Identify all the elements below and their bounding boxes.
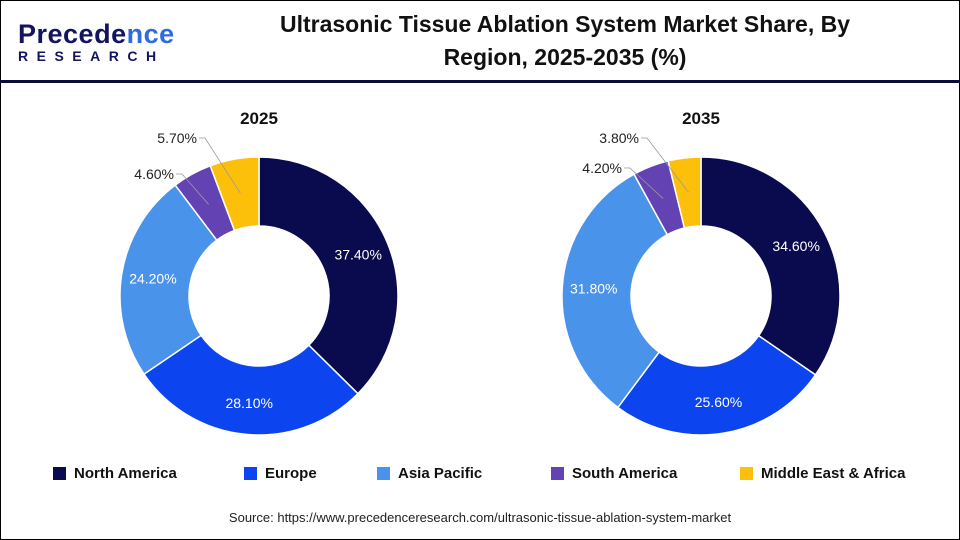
legend-swatch [53, 467, 66, 480]
legend-item-middle-east-africa: Middle East & Africa [740, 465, 905, 482]
slice-middle-east-africa [667, 156, 702, 229]
leader-line [624, 167, 664, 199]
leader-line [641, 137, 689, 193]
slice-europe [616, 334, 817, 436]
slice-asia-pacific [561, 173, 669, 409]
data-label: 37.40% [334, 247, 381, 263]
data-label: 24.20% [129, 271, 176, 287]
data-label: 25.60% [695, 394, 742, 410]
chart-title-2025: 2025 [240, 109, 278, 128]
data-label: 4.60% [134, 166, 174, 182]
logo: Precedence RESEARCH [18, 19, 175, 64]
data-label: 28.10% [225, 395, 272, 411]
data-label: 3.80% [599, 130, 639, 146]
legend-swatch [740, 467, 753, 480]
data-label: 31.80% [570, 281, 617, 297]
source-text: Source: https://www.precedenceresearch.c… [228, 510, 732, 525]
legend-swatch [377, 467, 390, 480]
slice-north-america [258, 156, 399, 395]
legend-swatch [244, 467, 257, 480]
data-label: 5.70% [157, 130, 197, 146]
chart-title-2035: 2035 [682, 109, 720, 128]
data-label: 34.60% [772, 238, 819, 254]
slice-europe [142, 334, 359, 436]
data-label: 4.20% [582, 160, 622, 176]
legend-swatch [551, 467, 564, 480]
leader-line [199, 137, 241, 194]
legend-item-south-america: South America [551, 465, 677, 482]
legend: North America Europe Asia Pacific South … [0, 465, 960, 485]
legend-item-asia-pacific: Asia Pacific [377, 465, 482, 482]
header-divider [0, 80, 960, 83]
legend-item-europe: Europe [244, 465, 317, 482]
leader-line [176, 173, 209, 205]
slice-asia-pacific [119, 184, 218, 376]
legend-item-north-america: North America [53, 465, 177, 482]
chart-title: Ultrasonic Tissue Ablation System Market… [279, 11, 851, 70]
slice-north-america [700, 156, 841, 376]
slice-middle-east-africa [209, 156, 260, 232]
